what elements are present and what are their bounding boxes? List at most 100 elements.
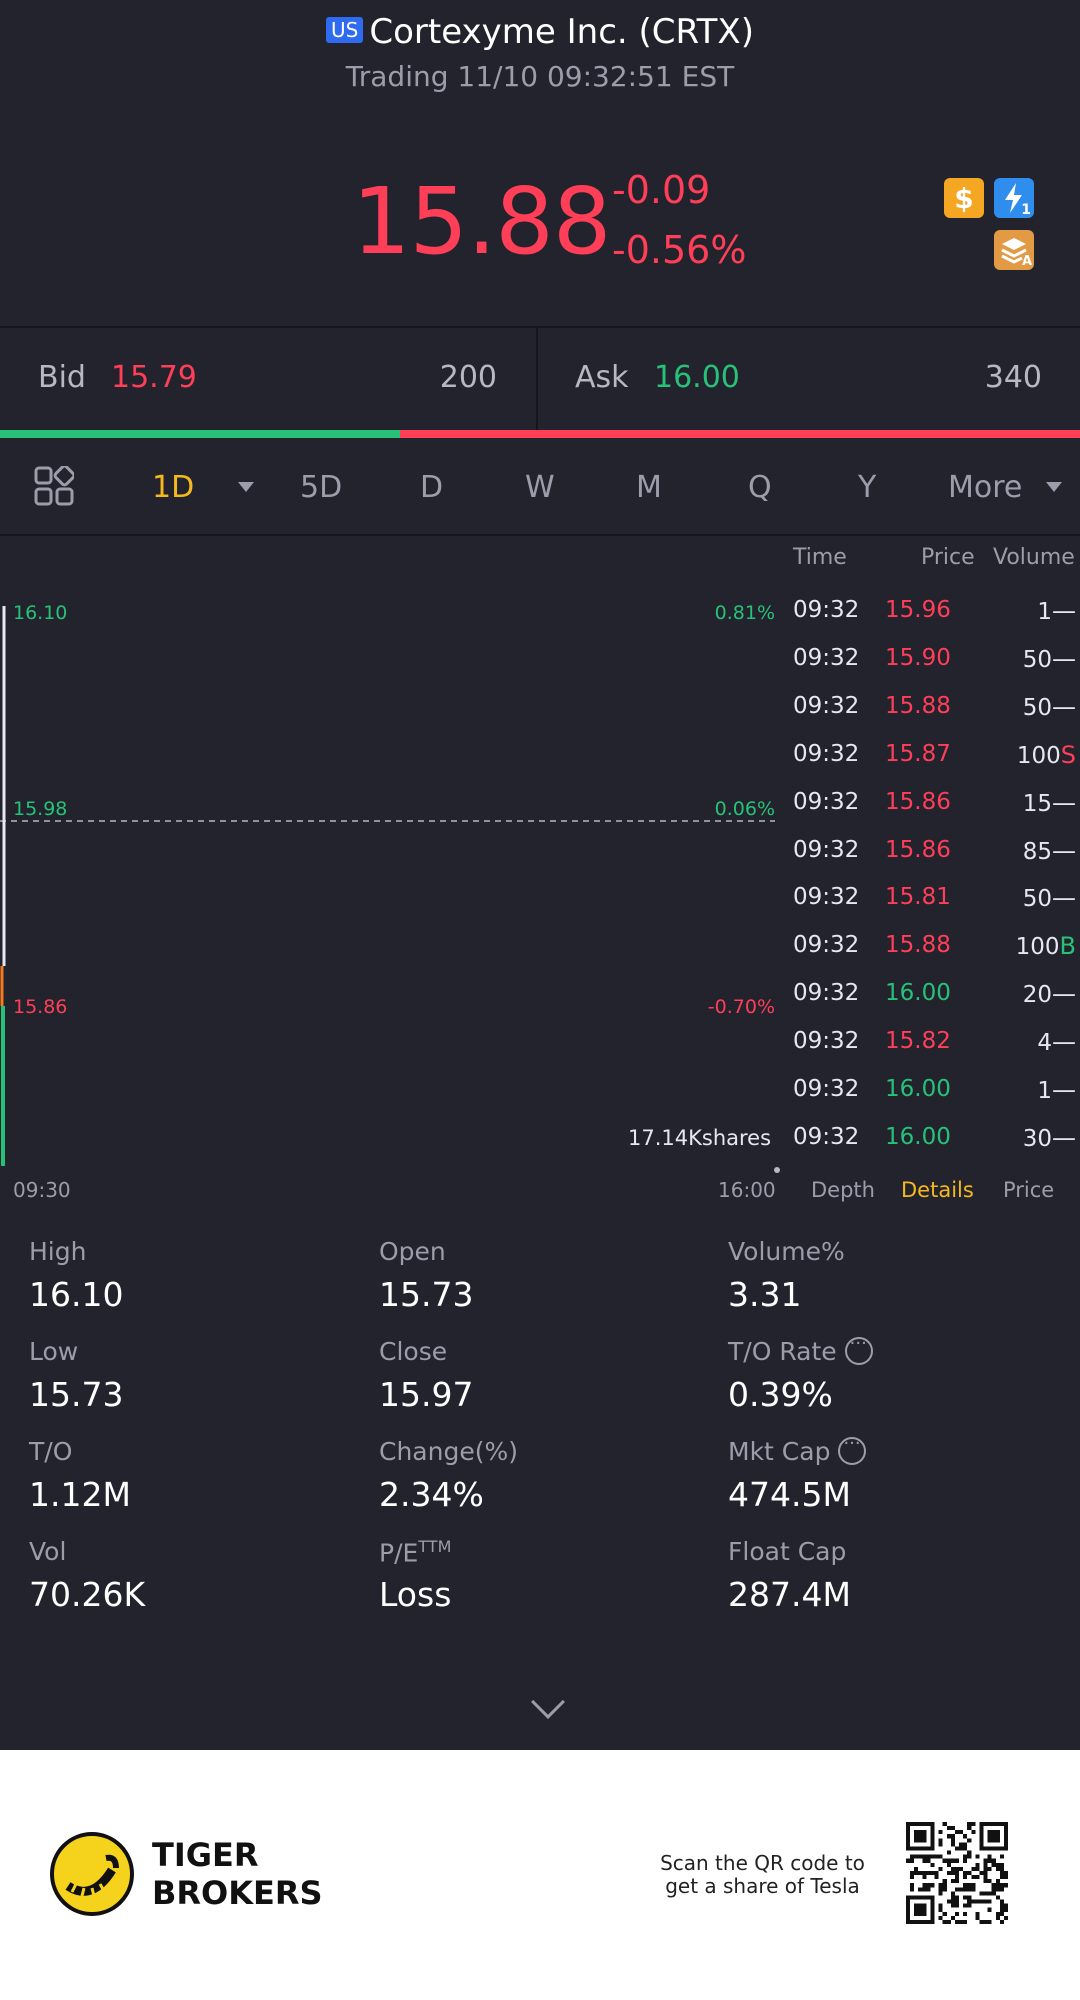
trade-volume: 20— [1023, 980, 1076, 1008]
stat-label-open: Open [379, 1237, 446, 1266]
period-tab-m[interactable]: M [636, 470, 662, 505]
volume-label: 17.14Kshares [628, 1126, 772, 1150]
ask-ratio-bar [399, 430, 1080, 438]
stat-label-text: Mkt Cap [728, 1437, 831, 1466]
y-axis-percent: 0.06% [714, 798, 775, 820]
period-tab-q[interactable]: Q [748, 470, 772, 505]
stat-value-p-e: Loss [379, 1575, 452, 1614]
trade-row: 09:32 15.88 100B [790, 924, 1080, 972]
trade-row: 09:32 16.00 1— [790, 1068, 1080, 1116]
trade-volume-value: 30 [1022, 1125, 1052, 1152]
stat-label-text: Open [379, 1237, 446, 1266]
bid-size: 200 [439, 360, 497, 395]
stat-label-text: Float Cap [728, 1537, 847, 1566]
stat-value-change: 2.34% [379, 1475, 484, 1514]
bid-label: Bid [38, 360, 86, 395]
trade-volume-value: 20 [1022, 982, 1052, 1009]
trade-time: 09:32 [793, 692, 860, 719]
trades-tab-details[interactable]: Details [901, 1178, 974, 1202]
qr-code[interactable] [906, 1822, 1008, 1924]
trade-volume: 30— [1023, 1124, 1076, 1152]
trade-price: 16.00 [885, 980, 951, 1007]
stat-label-sup: TTM [418, 1537, 452, 1556]
ask-price: 16.00 [654, 360, 740, 395]
trade-volume: 100S [1017, 741, 1076, 769]
trade-side-marker: S [1060, 740, 1076, 769]
period-tab-more[interactable]: More [948, 470, 1023, 505]
stat-label-text: T/O [29, 1437, 73, 1466]
tiger-logo [50, 1832, 134, 1916]
trades-tab-depth[interactable]: Depth [811, 1178, 875, 1202]
trade-price: 15.87 [885, 740, 951, 767]
trade-side-marker: — [1052, 836, 1076, 865]
stat-label-high: High [29, 1237, 86, 1266]
flash-icon[interactable]: 1 [994, 178, 1034, 218]
trade-volume: 15— [1023, 789, 1076, 817]
stat-label-close: Close [379, 1337, 447, 1366]
y-axis-label: 16.10 [13, 602, 68, 624]
stat-value-t-o: 1.12M [29, 1475, 131, 1514]
chevron-down-icon[interactable] [238, 482, 254, 492]
trade-time: 09:32 [793, 1123, 860, 1150]
ask-label: Ask [575, 360, 629, 395]
period-tab-5d[interactable]: 5D [300, 470, 343, 505]
stat-label-text: P/E [379, 1538, 419, 1568]
trade-row: 09:32 16.00 30— [790, 1116, 1080, 1164]
stat-label-t-o-rate: T/O Rate [728, 1333, 873, 1366]
info-icon[interactable] [838, 1433, 867, 1465]
info-icon[interactable] [844, 1333, 873, 1365]
trade-volume-value: 1 [1037, 599, 1052, 625]
trade-price: 16.00 [885, 1123, 951, 1150]
y-axis-percent: -0.70% [707, 996, 775, 1018]
bid-price: 15.79 [111, 360, 197, 395]
stat-value-close: 15.97 [379, 1375, 474, 1414]
trade-time: 09:32 [793, 980, 860, 1007]
stat-label-mkt-cap: Mkt Cap [728, 1433, 867, 1466]
stack-icon[interactable]: A [994, 230, 1034, 270]
trade-row: 09:32 15.88 50— [790, 685, 1080, 733]
chevron-down-icon[interactable] [1046, 482, 1062, 492]
stat-label-text: Close [379, 1337, 448, 1366]
y-axis-label: 15.86 [13, 996, 68, 1018]
trade-price: 15.86 [885, 788, 951, 815]
trade-side-marker: — [1052, 1076, 1076, 1104]
period-tab-y[interactable]: Y [858, 470, 877, 505]
trades-tab-price[interactable]: Price [1003, 1178, 1055, 1202]
x-axis-end: 16:00 [718, 1178, 776, 1202]
trades-header-price: Price [921, 545, 975, 570]
stat-value-volume: 3.31 [728, 1275, 802, 1314]
trade-row: 09:32 15.87 100S [790, 733, 1080, 781]
trade-time: 09:32 [793, 836, 860, 863]
stat-value-low: 15.73 [29, 1375, 124, 1414]
trade-volume: 100B [1016, 932, 1076, 960]
y-axis-label: 15.98 [13, 798, 68, 820]
trade-volume: 1— [1037, 597, 1076, 625]
intraday-chart[interactable]: 16.10 0.81% 15.98 0.06% 15.86 -0.70% 17.… [0, 536, 780, 1202]
market-flag-badge: US [326, 17, 364, 43]
dollar-icon[interactable]: $ [944, 178, 984, 218]
period-tab-d[interactable]: D [420, 470, 444, 505]
stock-name: Cortexyme Inc. (CRTX) [369, 12, 754, 52]
x-axis-start: 09:30 [13, 1178, 71, 1202]
chart-canvas [0, 606, 780, 1173]
stack-icon-subscript: A [1021, 254, 1032, 269]
stat-label-p-e: P/ETTM [379, 1537, 451, 1567]
trade-row: 09:32 15.82 4— [790, 1020, 1080, 1068]
trade-time: 09:32 [793, 740, 860, 767]
stat-label-float-cap: Float Cap [728, 1537, 846, 1566]
trade-side-marker: — [1052, 788, 1076, 817]
trade-side-marker: — [1052, 884, 1076, 913]
period-tab-w[interactable]: W [525, 470, 555, 505]
bid-ratio-bar [0, 430, 400, 438]
price-change-percent: -0.56% [612, 228, 747, 272]
period-tab-1d[interactable]: 1D [152, 470, 195, 505]
trade-time: 09:32 [793, 644, 860, 671]
trade-volume-value: 50 [1022, 646, 1052, 673]
chart-layout-icon[interactable] [34, 466, 74, 506]
trade-time: 09:32 [793, 1028, 860, 1055]
trade-volume-value: 85 [1022, 838, 1052, 865]
ask-size: 340 [984, 360, 1042, 395]
stat-value-float-cap: 287.4M [728, 1575, 851, 1614]
trade-volume: 1— [1037, 1076, 1076, 1104]
trade-time: 09:32 [793, 597, 860, 623]
